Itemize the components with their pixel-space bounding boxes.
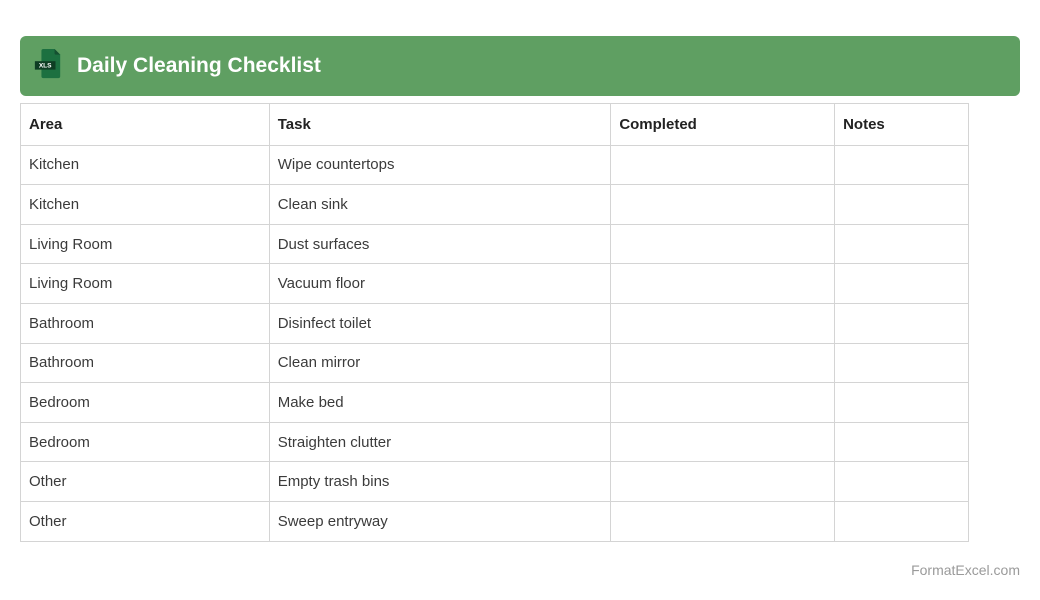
svg-text:XLS: XLS — [39, 62, 52, 69]
